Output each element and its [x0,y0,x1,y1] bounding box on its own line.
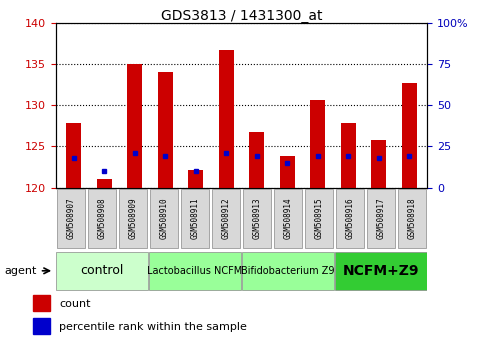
Bar [336,189,364,249]
Bar [157,72,173,188]
Bar [88,189,116,249]
Text: Bifidobacterium Z9: Bifidobacterium Z9 [241,266,335,276]
Bar [181,189,209,249]
Bar [242,252,334,290]
Bar [243,189,271,249]
Bar [127,64,142,188]
Text: Lactobacillus NCFM: Lactobacillus NCFM [147,266,242,276]
Bar [310,99,326,188]
Text: GSM508915: GSM508915 [314,198,324,239]
Text: GSM508913: GSM508913 [253,198,261,239]
Bar [274,189,302,249]
Text: NCFM+Z9: NCFM+Z9 [343,264,419,278]
Bar [212,189,240,249]
Text: GSM508912: GSM508912 [222,198,230,239]
Text: GDS3813 / 1431300_at: GDS3813 / 1431300_at [161,9,322,23]
Bar [398,189,426,249]
Bar [57,252,148,290]
Bar [57,189,85,249]
Text: GSM508909: GSM508909 [128,198,138,239]
Bar [149,252,241,290]
Text: GSM508916: GSM508916 [345,198,355,239]
Bar [367,189,395,249]
Bar [305,189,333,249]
Text: GSM508907: GSM508907 [67,198,75,239]
Bar [33,318,50,335]
Bar [119,189,147,249]
Text: percentile rank within the sample: percentile rank within the sample [59,321,247,332]
Text: control: control [80,264,124,277]
Bar [335,252,426,290]
Bar [341,124,356,188]
Text: GSM508918: GSM508918 [408,198,416,239]
Text: GSM508911: GSM508911 [190,198,199,239]
Bar [150,189,178,249]
Text: GSM508910: GSM508910 [159,198,169,239]
Bar [188,170,203,188]
Text: count: count [59,298,90,309]
Bar [280,156,295,188]
Bar [371,140,386,188]
Bar [66,124,82,188]
Bar [33,295,50,312]
Text: GSM508914: GSM508914 [284,198,293,239]
Text: agent: agent [5,266,37,276]
Bar [401,83,417,188]
Bar [97,179,112,188]
Text: GSM508917: GSM508917 [376,198,385,239]
Bar [219,50,234,188]
Bar [249,132,264,188]
Text: GSM508908: GSM508908 [98,198,107,239]
